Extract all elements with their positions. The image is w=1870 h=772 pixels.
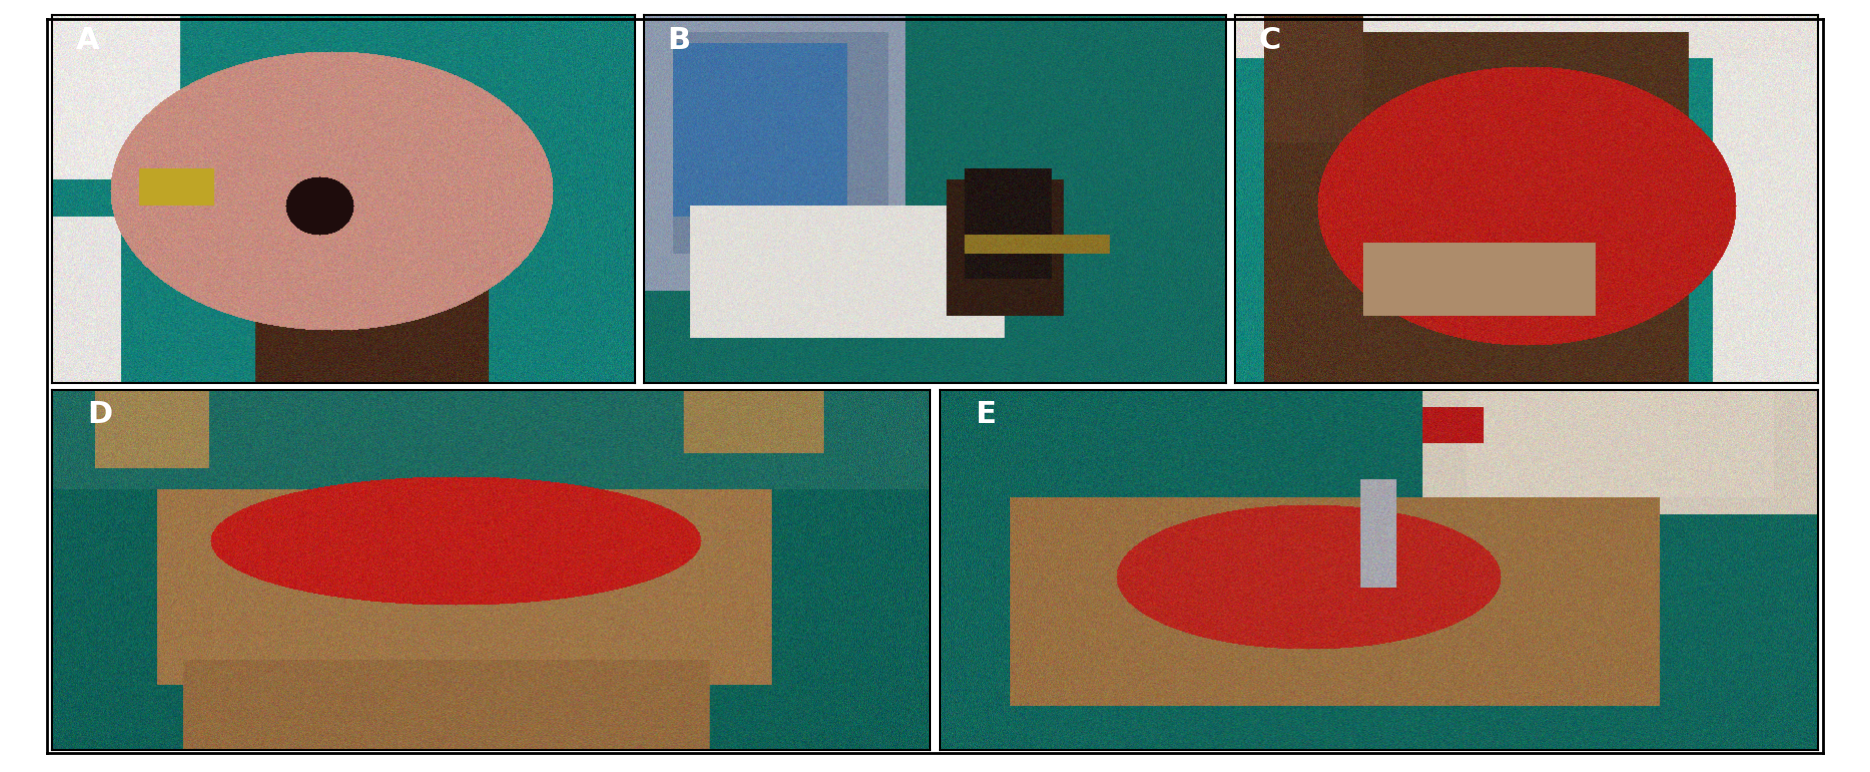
- Text: B: B: [668, 26, 690, 56]
- Text: E: E: [974, 401, 995, 429]
- Text: D: D: [88, 401, 112, 429]
- Text: C: C: [1259, 26, 1281, 56]
- Text: A: A: [75, 26, 99, 56]
